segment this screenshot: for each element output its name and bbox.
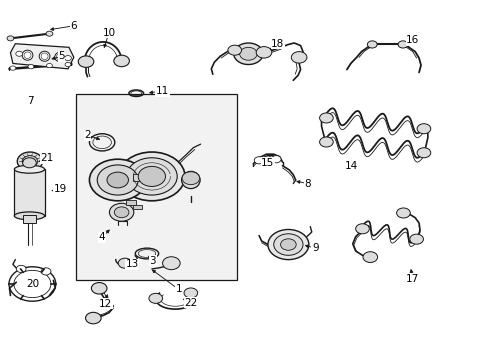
Ellipse shape xyxy=(14,212,44,220)
Text: 6: 6 xyxy=(70,21,77,31)
Text: 15: 15 xyxy=(261,158,274,168)
Circle shape xyxy=(183,288,197,298)
Circle shape xyxy=(227,45,241,55)
Circle shape xyxy=(239,47,257,60)
Bar xyxy=(76,94,237,280)
Circle shape xyxy=(28,64,34,69)
Text: 2: 2 xyxy=(84,130,91,140)
Text: 19: 19 xyxy=(54,184,67,194)
Circle shape xyxy=(41,268,51,275)
Circle shape xyxy=(362,252,377,262)
Circle shape xyxy=(91,283,107,294)
Circle shape xyxy=(78,56,94,67)
Text: 20: 20 xyxy=(26,279,39,289)
Circle shape xyxy=(64,55,71,60)
Circle shape xyxy=(114,207,129,218)
Ellipse shape xyxy=(22,50,33,60)
Circle shape xyxy=(114,55,129,67)
Bar xyxy=(126,200,136,205)
Circle shape xyxy=(17,152,42,171)
Circle shape xyxy=(319,137,332,147)
Circle shape xyxy=(271,156,281,163)
Circle shape xyxy=(46,31,53,36)
Circle shape xyxy=(273,234,303,255)
Circle shape xyxy=(264,156,271,161)
Circle shape xyxy=(109,203,134,221)
Circle shape xyxy=(182,172,199,185)
Text: 4: 4 xyxy=(99,232,105,242)
Text: 10: 10 xyxy=(102,28,115,38)
Circle shape xyxy=(89,159,146,201)
Circle shape xyxy=(416,148,430,158)
Circle shape xyxy=(46,63,52,68)
Circle shape xyxy=(280,239,296,250)
Circle shape xyxy=(233,43,263,64)
Circle shape xyxy=(254,157,264,164)
Circle shape xyxy=(366,41,376,48)
Circle shape xyxy=(149,293,162,303)
Text: 21: 21 xyxy=(41,153,54,163)
Text: 14: 14 xyxy=(345,161,358,171)
Circle shape xyxy=(256,46,271,58)
Text: 12: 12 xyxy=(99,299,112,309)
Circle shape xyxy=(355,224,368,234)
Circle shape xyxy=(85,312,101,324)
Text: 22: 22 xyxy=(184,298,197,308)
Ellipse shape xyxy=(14,165,44,173)
Text: 11: 11 xyxy=(156,86,169,96)
Circle shape xyxy=(396,208,409,218)
Circle shape xyxy=(97,165,138,195)
Circle shape xyxy=(119,152,184,201)
Text: 13: 13 xyxy=(125,259,139,269)
Text: 3: 3 xyxy=(149,256,156,266)
Bar xyxy=(133,174,155,181)
Ellipse shape xyxy=(39,51,50,61)
Circle shape xyxy=(7,36,14,41)
Circle shape xyxy=(319,113,332,123)
Circle shape xyxy=(416,124,430,134)
Bar xyxy=(14,169,44,216)
Bar xyxy=(23,215,36,223)
Circle shape xyxy=(291,51,306,63)
Text: 9: 9 xyxy=(311,243,318,253)
Circle shape xyxy=(409,234,423,244)
Circle shape xyxy=(22,158,36,168)
Circle shape xyxy=(22,156,38,167)
Circle shape xyxy=(16,265,26,273)
Polygon shape xyxy=(10,44,74,69)
Text: 18: 18 xyxy=(270,39,284,49)
Circle shape xyxy=(126,158,177,195)
Circle shape xyxy=(138,166,165,186)
Text: 8: 8 xyxy=(304,179,310,189)
Circle shape xyxy=(65,62,71,67)
Circle shape xyxy=(16,51,22,56)
Text: 7: 7 xyxy=(26,96,33,106)
Circle shape xyxy=(162,257,180,270)
Text: 1: 1 xyxy=(175,284,182,294)
Text: 16: 16 xyxy=(405,35,419,45)
Circle shape xyxy=(267,229,308,260)
Text: 17: 17 xyxy=(405,274,419,284)
Circle shape xyxy=(107,172,128,188)
Ellipse shape xyxy=(181,171,200,189)
Text: 5: 5 xyxy=(58,51,65,61)
Ellipse shape xyxy=(55,53,63,62)
Circle shape xyxy=(10,66,16,70)
Circle shape xyxy=(118,258,132,268)
Bar xyxy=(133,205,142,210)
Circle shape xyxy=(397,41,407,48)
